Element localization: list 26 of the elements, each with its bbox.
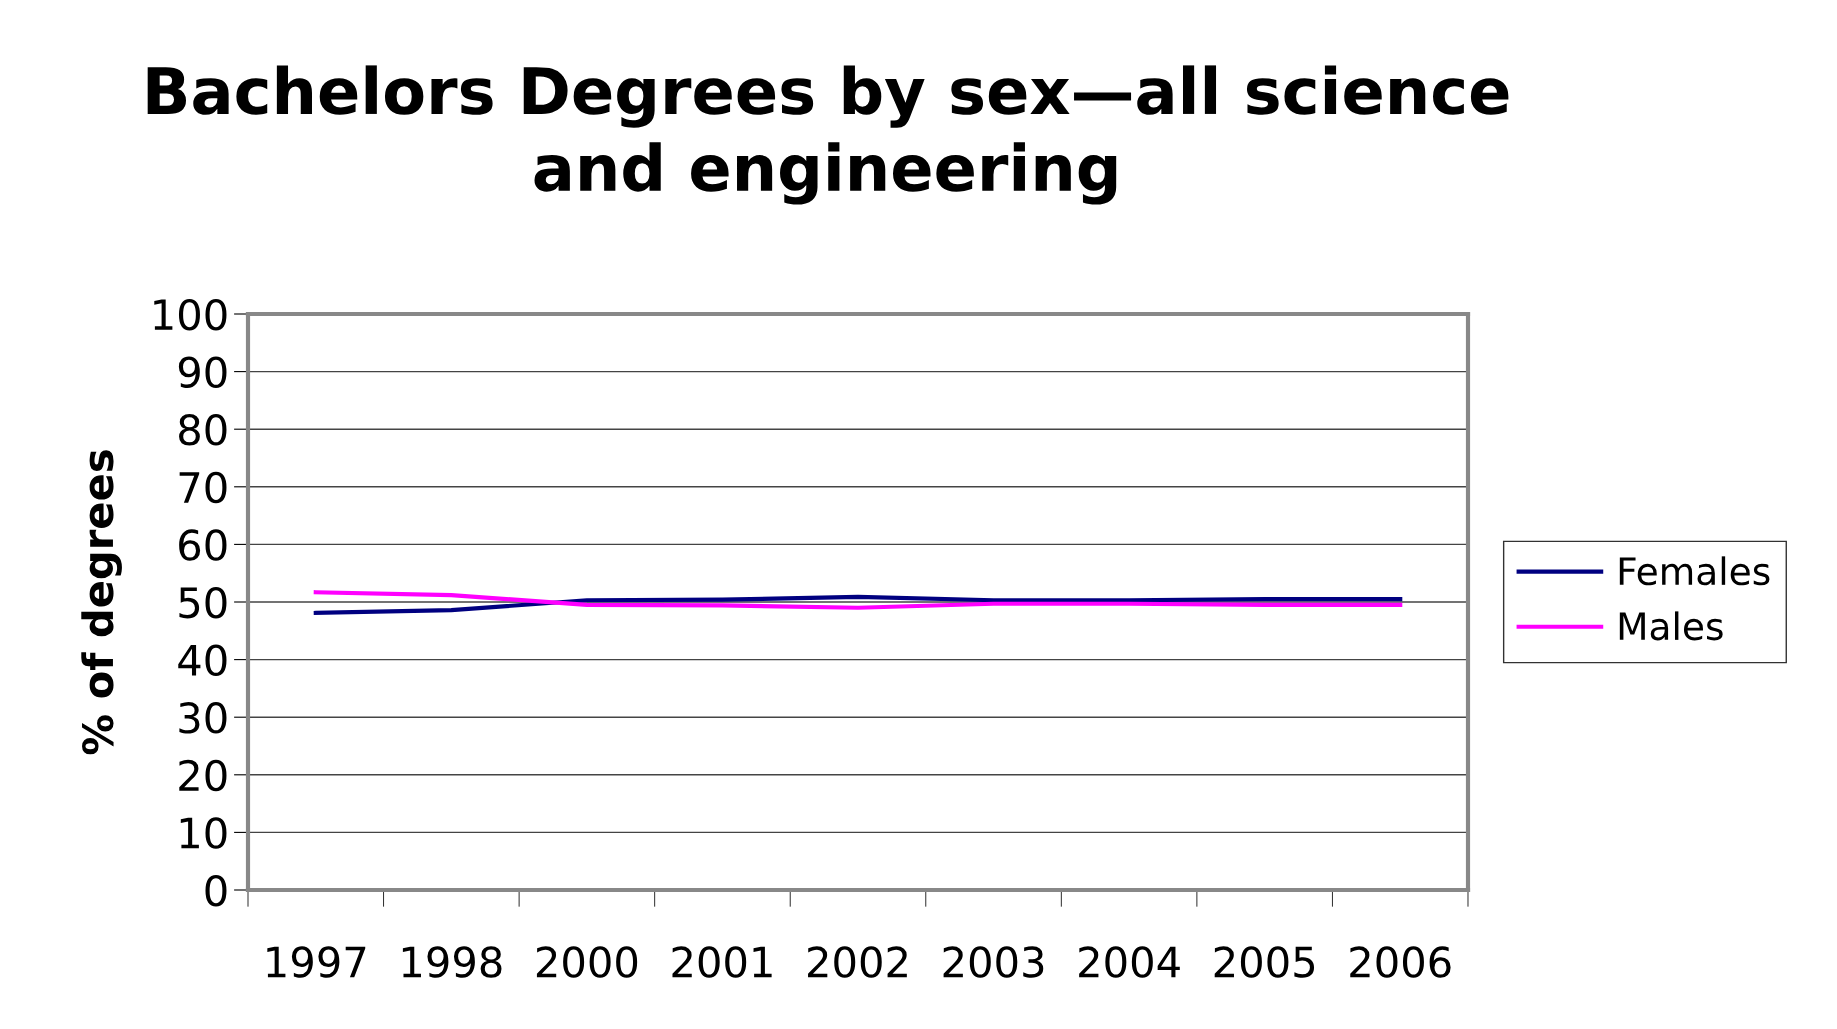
x-tick-label: 1997 (267, 946, 366, 978)
y-tick-label: 70 (179, 471, 227, 504)
y-tick-label: 50 (179, 586, 227, 619)
y-tick-label: 20 (179, 759, 227, 792)
y-tick-label: 0 (205, 874, 227, 907)
y-tick-label: 30 (179, 702, 227, 734)
legend-label: Females (1619, 556, 1770, 586)
y-axis-title: % of degrees (81, 450, 122, 755)
x-tick-label: 2000 (536, 946, 638, 978)
x-tick-label: 2003 (943, 946, 1044, 978)
line-series (313, 590, 1403, 610)
x-tick-label: 1998 (402, 946, 502, 978)
y-tick-label: 80 (179, 414, 227, 446)
legend-label: Males (1619, 611, 1723, 641)
y-tick-label: 60 (179, 529, 227, 561)
x-tick-label: 2002 (808, 946, 907, 978)
x-tick-label: 2006 (1350, 946, 1451, 978)
line-series (313, 594, 1403, 616)
y-tick-label: 90 (178, 356, 227, 389)
y-tick-label: 100 (154, 298, 227, 331)
x-tick-label: 2004 (1079, 946, 1180, 978)
x-tick-label: 2001 (672, 946, 772, 978)
y-tick-label: 40 (178, 644, 227, 677)
y-tick-label: 10 (180, 817, 227, 849)
chart-title: Bachelors Degrees by sex—all science and engineering (147, 65, 1509, 205)
x-tick-label: 2005 (1214, 946, 1315, 978)
